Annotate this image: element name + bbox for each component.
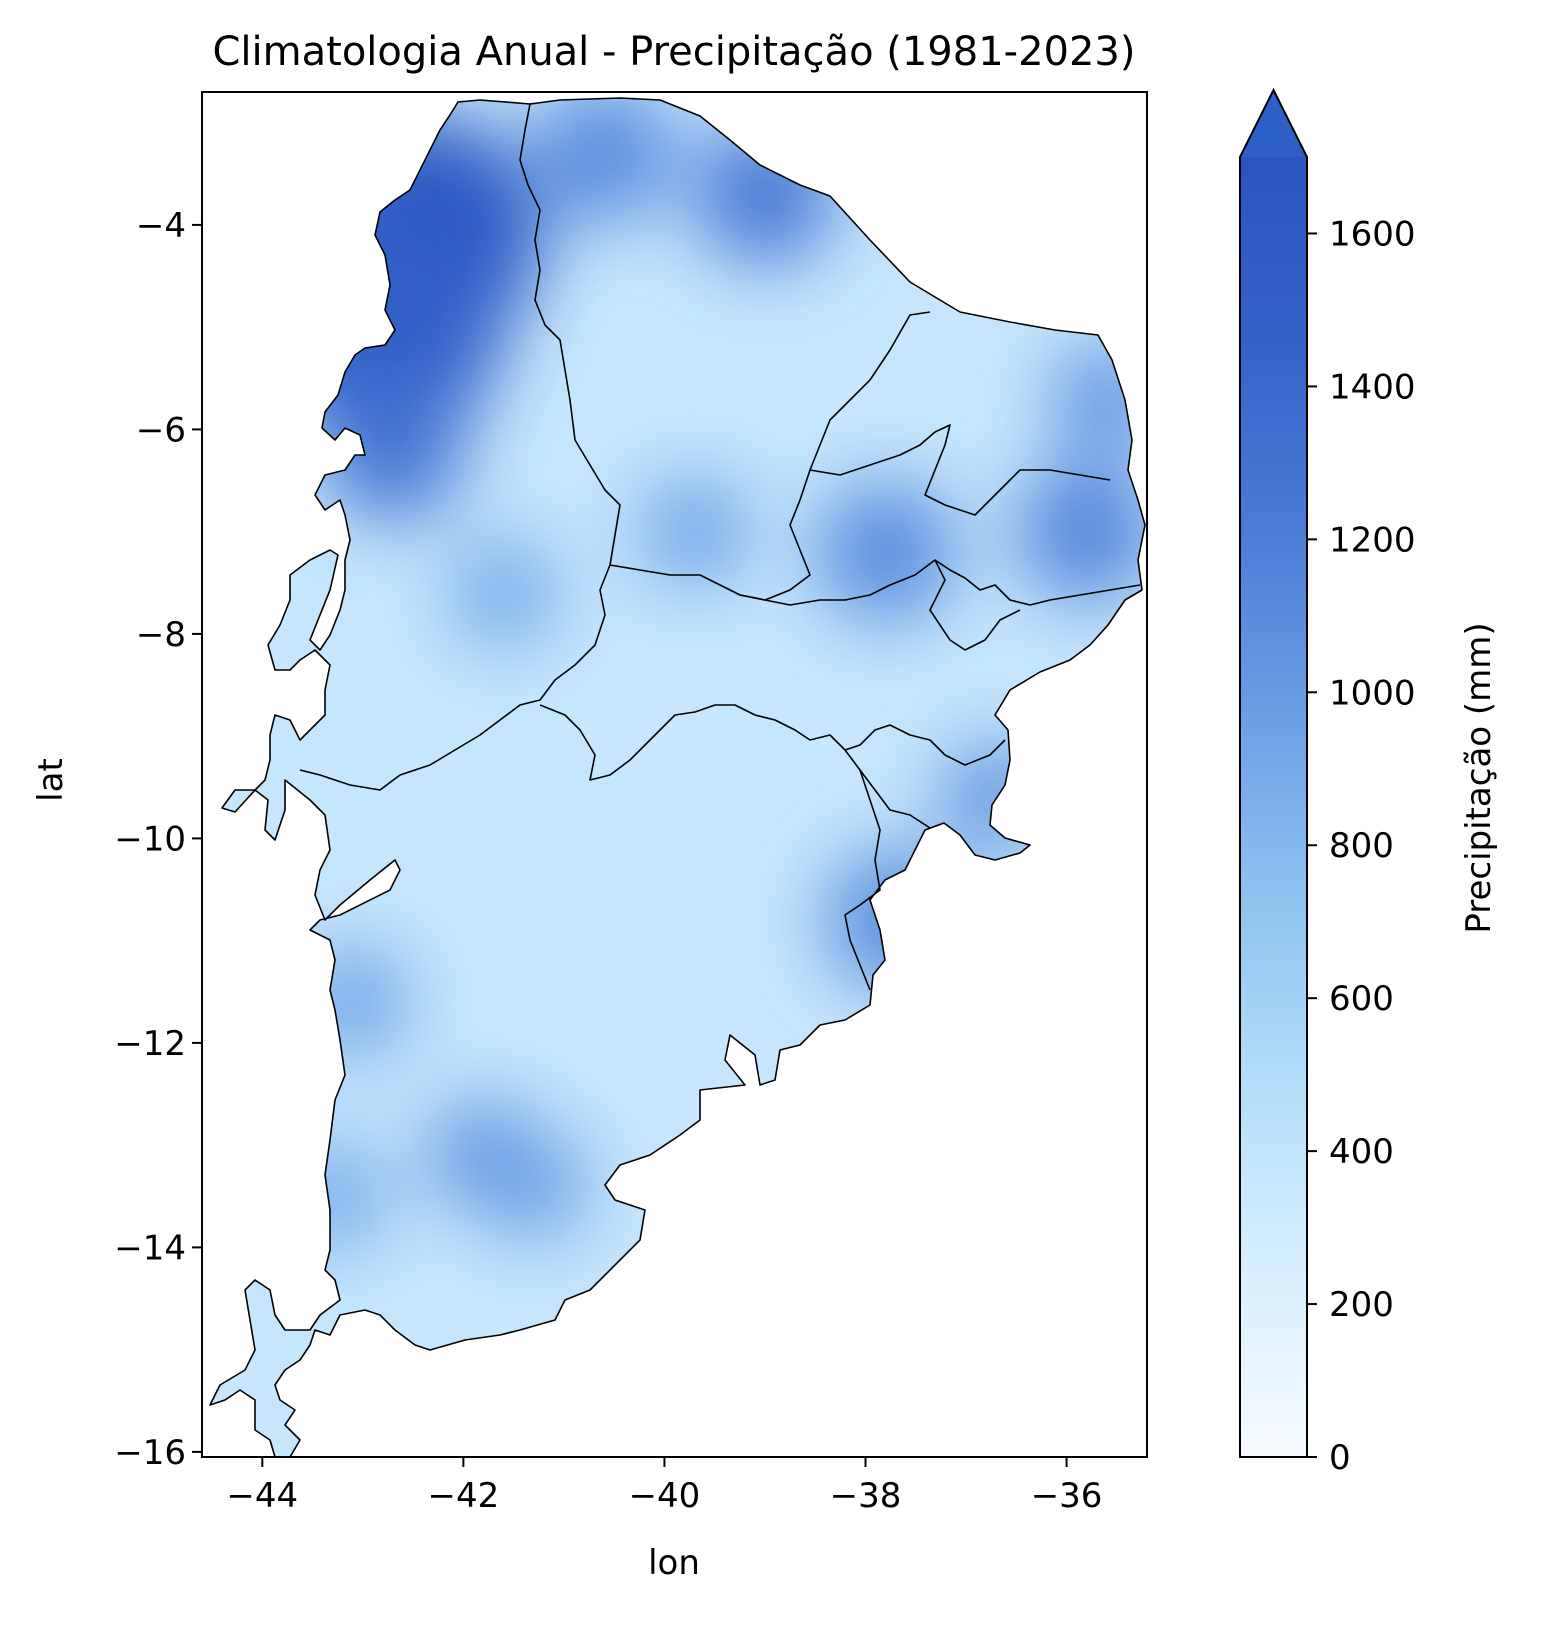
x-tick-label: −44 (226, 1476, 298, 1516)
colorbar-tick-label: 1400 (1329, 367, 1416, 407)
y-axis-label: lat (31, 758, 71, 802)
y-tick-label: −8 (136, 615, 186, 655)
x-tick-label: −40 (629, 1476, 701, 1516)
chart-title: Climatologia Anual - Precipitação (1981-… (213, 29, 1136, 75)
precip-hotspot (1017, 462, 1157, 602)
y-tick-label: −6 (136, 410, 186, 450)
colorbar: 0 200 400 600 800 1000 1200 1400 1600 Precipitaç… (1240, 90, 1499, 1478)
y-tick-label: −14 (114, 1228, 186, 1268)
precip-hotspot (298, 947, 408, 1057)
colorbar-extend-triangle (1240, 90, 1307, 157)
map-axes: −44 −42 −40 −38 −36 −4 −6 −8 −10 −12 −14 −16 (114, 83, 1162, 1516)
colorbar-ticks: 0 200 400 600 800 1000 1200 1400 1600 (1307, 214, 1416, 1478)
colorbar-tick-label: 1200 (1329, 520, 1416, 560)
x-axis-ticks: −44 −42 −40 −38 −36 (226, 1457, 1102, 1516)
colorbar-tick-label: 400 (1329, 1132, 1394, 1172)
precip-hotspot (695, 124, 835, 264)
y-tick-label: −12 (114, 1024, 186, 1064)
precip-hotspot (479, 1131, 589, 1241)
precipitation-field (202, 83, 1162, 1457)
y-tick-label: −10 (114, 819, 186, 859)
y-tick-label: −4 (136, 206, 186, 246)
colorbar-label: Precipitação (mm) (1459, 622, 1499, 933)
precip-hotspot (534, 83, 674, 223)
precip-hotspot (640, 477, 750, 587)
colorbar-tick-label: 200 (1329, 1285, 1394, 1325)
colorbar-tick-label: 1600 (1329, 214, 1416, 254)
y-axis-ticks: −4 −6 −8 −10 −12 −14 −16 (114, 206, 202, 1473)
x-axis-label: lon (648, 1543, 700, 1583)
colorbar-tick-label: 0 (1329, 1438, 1351, 1478)
x-tick-label: −36 (1031, 1476, 1103, 1516)
precip-hotspot (323, 380, 463, 520)
x-tick-label: −38 (830, 1476, 902, 1516)
precip-hotspot (449, 538, 559, 648)
precip-hotspot (278, 1141, 388, 1251)
colorbar-tick-label: 800 (1329, 826, 1394, 866)
colorbar-tick-label: 600 (1329, 979, 1394, 1019)
x-tick-label: −42 (428, 1476, 500, 1516)
colorbar-body (1240, 157, 1307, 1457)
colorbar-tick-label: 1000 (1329, 673, 1416, 713)
precip-hotspot (1052, 344, 1162, 454)
y-tick-label: −16 (114, 1433, 186, 1473)
